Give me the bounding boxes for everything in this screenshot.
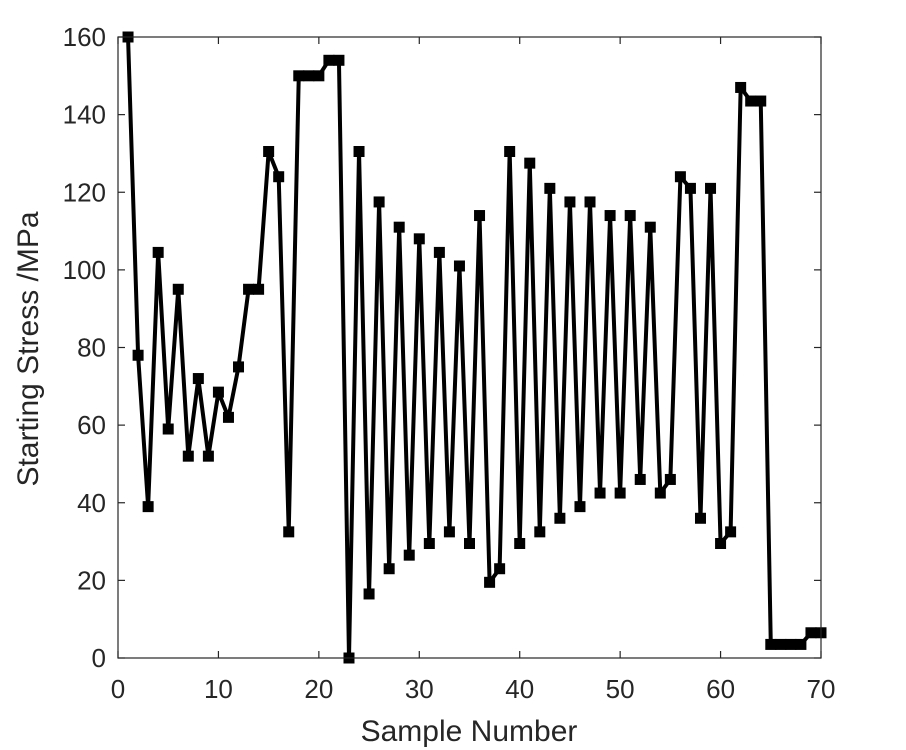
data-point xyxy=(393,221,405,233)
data-point xyxy=(192,373,204,385)
y-tick-label: 40 xyxy=(77,488,106,518)
data-point xyxy=(162,423,174,435)
data-point xyxy=(423,538,435,549)
data-point xyxy=(564,196,576,208)
data-point xyxy=(464,538,475,549)
data-point xyxy=(684,182,696,194)
data-point xyxy=(745,95,757,107)
data-point xyxy=(795,638,807,650)
data-point xyxy=(212,386,224,398)
x-tick-label: 30 xyxy=(405,674,434,704)
data-point xyxy=(283,526,295,538)
data-point xyxy=(604,210,616,222)
data-point xyxy=(664,473,676,485)
data-point xyxy=(172,283,184,295)
x-tick-label: 40 xyxy=(505,674,534,704)
data-point xyxy=(755,95,767,107)
data-point xyxy=(453,260,465,272)
data-point xyxy=(524,157,536,169)
data-point xyxy=(484,576,496,588)
data-point xyxy=(353,146,365,157)
data-point xyxy=(233,361,245,373)
data-point xyxy=(293,70,305,82)
y-axis-label: Starting Stress /MPa xyxy=(12,211,45,486)
data-point xyxy=(514,538,526,549)
data-point xyxy=(504,146,516,157)
y-tick-label: 120 xyxy=(63,177,106,207)
data-point xyxy=(243,283,255,295)
data-point xyxy=(323,54,335,66)
data-point xyxy=(182,450,194,462)
data-point xyxy=(373,196,385,208)
plot-frame xyxy=(117,36,822,659)
data-point xyxy=(634,473,646,485)
data-point xyxy=(705,182,717,194)
data-point xyxy=(715,538,727,549)
data-point xyxy=(644,221,656,233)
data-point xyxy=(584,196,596,208)
data-point xyxy=(735,81,747,93)
data-point xyxy=(594,487,606,499)
data-point xyxy=(614,487,626,499)
data-point xyxy=(654,487,666,499)
data-point xyxy=(785,638,797,650)
data-point xyxy=(624,210,636,222)
data-point xyxy=(674,171,686,183)
data-point xyxy=(313,70,325,82)
data-point xyxy=(534,526,546,538)
y-tick-label: 0 xyxy=(92,643,106,673)
data-point xyxy=(765,638,777,650)
y-tick-label: 100 xyxy=(63,255,106,285)
x-axis-label: Sample Number xyxy=(361,715,578,748)
y-tick-label: 20 xyxy=(77,565,106,595)
data-point xyxy=(132,349,144,361)
data-point xyxy=(494,563,506,575)
x-tick-label: 50 xyxy=(606,674,635,704)
y-tick-label: 160 xyxy=(63,22,106,52)
data-point xyxy=(152,246,164,258)
series-line xyxy=(126,36,821,660)
data-point xyxy=(413,233,425,245)
data-point xyxy=(363,588,375,600)
data-point xyxy=(544,182,556,194)
y-tick-label: 80 xyxy=(77,333,106,363)
data-point xyxy=(805,627,817,639)
data-point xyxy=(554,512,566,524)
data-point xyxy=(222,411,234,423)
data-point xyxy=(725,526,737,538)
y-tick-label: 60 xyxy=(77,410,106,440)
data-point xyxy=(273,171,285,183)
data-point xyxy=(333,54,345,66)
data-point xyxy=(775,638,787,650)
data-point xyxy=(403,549,415,561)
data-point xyxy=(474,210,486,222)
x-tick-label: 60 xyxy=(706,674,735,704)
data-point xyxy=(574,501,586,513)
x-tick-label: 70 xyxy=(807,674,836,704)
data-point xyxy=(443,526,455,538)
y-tick-label: 140 xyxy=(63,100,106,130)
x-tick-label: 10 xyxy=(204,674,233,704)
data-point xyxy=(694,512,706,524)
data-point xyxy=(383,563,395,575)
x-tick-label: 0 xyxy=(111,674,125,704)
series-line-layer xyxy=(126,36,821,660)
data-point xyxy=(142,501,154,513)
tick-labels: 0 10 20 30 40 50 60 70 0 20 40 60 80 100 120 140 160 xyxy=(63,22,836,704)
x-tick-label: 20 xyxy=(304,674,333,704)
data-point xyxy=(303,70,315,82)
data-point xyxy=(263,146,275,157)
data-point xyxy=(253,283,265,295)
data-point xyxy=(433,246,445,258)
data-point xyxy=(202,450,214,462)
